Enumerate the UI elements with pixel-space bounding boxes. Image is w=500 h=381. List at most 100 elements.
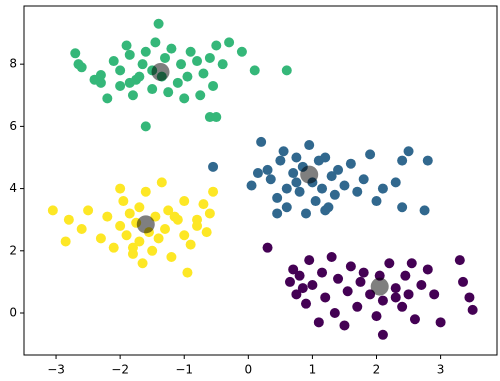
scatter-point xyxy=(272,208,283,219)
scatter-point xyxy=(320,292,331,303)
scatter-point xyxy=(134,71,145,82)
scatter-point xyxy=(208,161,219,172)
scatter-point xyxy=(204,52,215,63)
scatter-point xyxy=(169,211,180,222)
scatter-point xyxy=(326,171,337,182)
scatter-point xyxy=(47,205,58,216)
scatter-point xyxy=(108,56,119,67)
scatter-point xyxy=(304,255,315,266)
scatter-point xyxy=(63,214,74,225)
scatter-point xyxy=(300,165,319,184)
scatter-point xyxy=(320,152,331,163)
x-tick-label: 0 xyxy=(245,363,253,377)
scatter-point xyxy=(246,180,257,191)
scatter-point xyxy=(272,192,283,203)
scatter-point xyxy=(365,149,376,160)
scatter-point xyxy=(397,301,408,312)
scatter-point xyxy=(163,205,174,216)
scatter-point xyxy=(339,180,350,191)
scatter-point xyxy=(342,286,353,297)
scatter-point xyxy=(377,295,388,306)
scatter-point xyxy=(313,317,324,328)
scatter-point xyxy=(435,317,446,328)
scatter-point xyxy=(160,52,171,63)
scatter-point xyxy=(151,62,170,81)
scatter-point xyxy=(182,71,193,82)
scatter-point xyxy=(333,164,344,175)
scatter-point xyxy=(281,65,292,76)
scatter-point xyxy=(211,40,222,51)
scatter-point xyxy=(281,183,292,194)
scatter-point xyxy=(137,258,148,269)
scatter-point xyxy=(291,289,302,300)
scatter-point xyxy=(390,177,401,188)
scatter-point xyxy=(166,43,177,54)
scatter-point xyxy=(371,311,382,322)
scatter-point xyxy=(118,196,129,207)
scatter-point xyxy=(134,236,145,247)
scatter-point xyxy=(320,205,331,216)
scatter-point xyxy=(419,205,430,216)
y-tick-label: 0 xyxy=(9,306,17,320)
scatter-point xyxy=(127,242,138,253)
scatter-point xyxy=(329,189,340,200)
scatter-point xyxy=(124,49,135,60)
scatter-point xyxy=(179,230,190,241)
scatter-point xyxy=(115,220,126,231)
scatter-point xyxy=(377,329,388,340)
scatter-point xyxy=(429,289,440,300)
scatter-point xyxy=(198,68,209,79)
scatter-point xyxy=(265,174,276,185)
scatter-point xyxy=(249,65,260,76)
scatter-point xyxy=(182,267,193,278)
scatter-point xyxy=(160,224,171,235)
scatter-point xyxy=(454,255,465,266)
scatter-point xyxy=(211,112,222,123)
scatter-point xyxy=(294,270,305,281)
scatter-point xyxy=(400,270,411,281)
scatter-point xyxy=(377,183,388,194)
scatter-point xyxy=(275,155,286,166)
scatter-point xyxy=(384,258,395,269)
scatter-point xyxy=(288,264,299,275)
scatter-point xyxy=(95,77,106,88)
scatter-point xyxy=(310,196,321,207)
scatter-point xyxy=(371,196,382,207)
scatter-point xyxy=(201,227,212,238)
scatter-point xyxy=(262,164,273,175)
scatter-point xyxy=(217,59,228,70)
scatter-point xyxy=(458,276,469,287)
scatter-point xyxy=(140,186,151,197)
scatter-point xyxy=(147,245,158,256)
scatter-point xyxy=(115,80,126,91)
scatter-point xyxy=(124,77,135,88)
scatter-point xyxy=(136,215,155,234)
scatter-point xyxy=(60,236,71,247)
scatter-point xyxy=(403,146,414,157)
scatter-point xyxy=(416,280,427,291)
scatter-point xyxy=(124,208,135,219)
scatter-point xyxy=(95,233,106,244)
y-tick-label: 2 xyxy=(9,243,17,257)
scatter-point xyxy=(185,46,196,57)
scatter-point xyxy=(121,40,132,51)
scatter-point xyxy=(108,242,119,253)
scatter-point xyxy=(76,224,87,235)
scatter-point xyxy=(147,84,158,95)
scatter-point xyxy=(406,258,417,269)
scatter-point xyxy=(329,308,340,319)
scatter-point xyxy=(467,304,478,315)
scatter-point xyxy=(153,233,164,244)
scatter-point xyxy=(390,283,401,294)
scatter-point xyxy=(134,202,145,213)
scatter-point xyxy=(284,276,295,287)
scatter-point xyxy=(115,65,126,76)
scatter-point xyxy=(179,196,190,207)
scatter-point xyxy=(333,273,344,284)
x-tick-label: −2 xyxy=(111,363,129,377)
scatter-point xyxy=(326,252,337,263)
x-tick-label: −1 xyxy=(175,363,193,377)
x-tick-label: −3 xyxy=(47,363,65,377)
scatter-point xyxy=(291,177,302,188)
